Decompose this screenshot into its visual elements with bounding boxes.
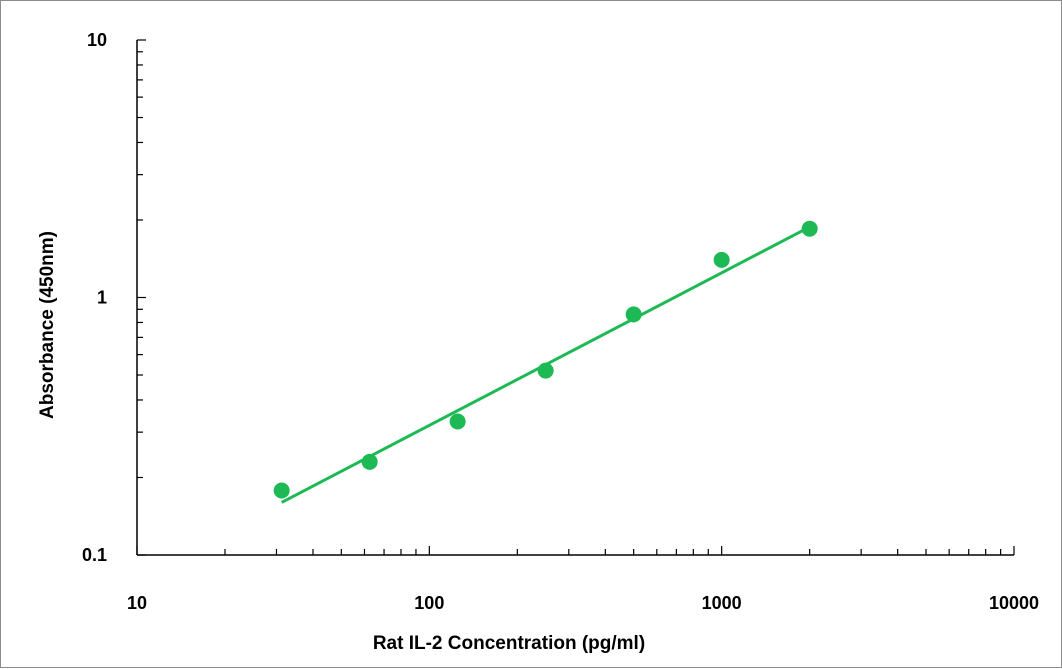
- data-point: [713, 251, 730, 268]
- x-tick-label: 10: [127, 593, 147, 613]
- x-tick-label: 100: [414, 593, 444, 613]
- data-points: [273, 220, 818, 499]
- data-point: [449, 413, 466, 430]
- x-tick-label: 1000: [702, 593, 742, 613]
- data-point: [361, 453, 378, 470]
- x-tick-label: 10000: [989, 593, 1039, 613]
- y-tick-label: 0.1: [82, 545, 107, 565]
- y-tick-label: 1: [97, 288, 107, 308]
- y-tick-label: 10: [87, 30, 107, 50]
- data-point: [625, 306, 642, 323]
- axes: [136, 39, 1015, 556]
- tick-labels: 10 100 1000 10000 0.1 1 10: [82, 30, 1039, 613]
- data-point: [537, 362, 554, 379]
- y-axis-title: Absorbance (450nm): [37, 231, 58, 419]
- data-point: [273, 482, 290, 499]
- data-point: [801, 220, 818, 237]
- x-axis-title: Rat IL-2 Concentration (pg/ml): [373, 633, 645, 654]
